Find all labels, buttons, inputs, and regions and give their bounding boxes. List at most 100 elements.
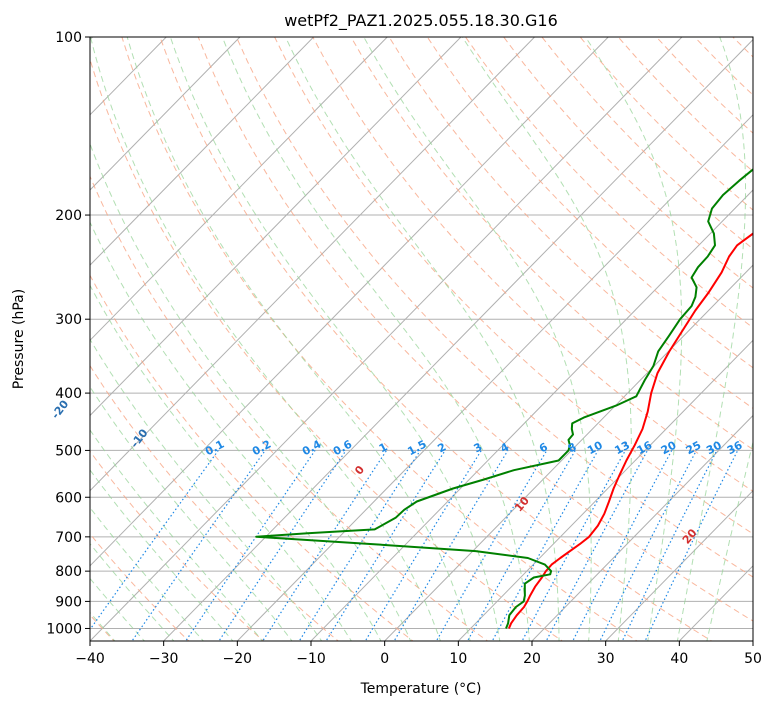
y-tick-label: 800 [55, 564, 82, 580]
moist-adiabat-line [169, 37, 501, 641]
isotherm-line [531, 414, 753, 641]
moist-adiabat-line [285, 37, 560, 641]
x-tick-label: 30 [597, 651, 615, 667]
x-axis: −40 −30 −20 −10 0 10 20 30 40 50 [75, 641, 762, 667]
profile-series [255, 168, 753, 629]
moist-adiabat-line [90, 142, 412, 641]
isotherm-line [90, 37, 683, 641]
mixing-ratio-line [325, 450, 446, 641]
mixing-ratio-line [218, 450, 347, 641]
moist-adiabat-line [90, 221, 382, 641]
moist-adiabat-line [90, 284, 352, 641]
isotherm-line [90, 37, 314, 266]
dry-adiabat-line [503, 37, 753, 289]
moist-adiabat-line [90, 338, 323, 641]
x-tick-label: 0 [380, 651, 389, 667]
x-tick-label: −10 [296, 651, 326, 667]
mixing-ratio-label: 0.4 [300, 437, 324, 458]
moist-adiabat-line [90, 385, 293, 641]
y-tick-label: 600 [55, 490, 82, 506]
dry-adiabat-line [617, 37, 753, 173]
mixing-ratio-line [491, 450, 599, 641]
isotherm-line [310, 189, 753, 641]
mixing-ratio-label: 20 [659, 438, 679, 457]
moist-adiabat-line [584, 37, 683, 641]
moist-adiabat-line [706, 440, 753, 641]
dry-adiabat-line [90, 57, 564, 641]
mixing-ratio-label: 36 [725, 438, 745, 457]
mixing-ratio-line [90, 450, 219, 631]
x-tick-label: 10 [449, 651, 467, 667]
isotherm-line [90, 37, 609, 567]
mixing-ratio-label: 25 [684, 439, 704, 458]
mixing-ratio-line [435, 450, 548, 641]
mixing-ratio-label: 0.2 [250, 438, 273, 459]
y-axis: 100 200 300 400 500 600 700 800 900 1000 [46, 30, 90, 637]
y-tick-label: 700 [55, 530, 82, 546]
dry-adiabat-line [312, 37, 753, 492]
mixing-ratio-label: 6 [537, 440, 550, 455]
x-tick-label: 40 [670, 651, 688, 667]
x-tick-label: 20 [523, 651, 541, 667]
mixing-ratio-label: 0.6 [331, 437, 355, 458]
dry-adiabat-line [121, 37, 638, 641]
dry-adiabat-line [90, 450, 265, 641]
overlay-labels: 0.10.20.40.611.52346810131620253036-100-… [49, 397, 745, 546]
isotherm-line [236, 114, 753, 641]
dry-adiabat-line [90, 364, 339, 641]
y-tick-label: 500 [55, 443, 82, 459]
dry-adiabat-line [274, 37, 753, 535]
dry-adiabat-line [197, 37, 753, 622]
y-tick-label: 1000 [46, 621, 82, 637]
dry-adiabat-line [732, 37, 753, 58]
isotherm-line [163, 38, 753, 641]
isotherm-line [90, 37, 241, 191]
moist-adiabat-line [221, 37, 530, 641]
y-tick-label: 400 [55, 386, 82, 402]
moist-adiabat-line [90, 37, 441, 641]
x-tick-label: −30 [149, 651, 179, 667]
dry-adiabat-line [350, 37, 753, 451]
background-grid [90, 37, 753, 641]
moist-adiabat-line [461, 37, 632, 641]
mixing-ratio-label: 30 [704, 438, 724, 457]
isotherm-line [752, 640, 753, 641]
mixing-ratio-label: 0.1 [203, 438, 226, 459]
dry-adiabat-line [159, 37, 713, 641]
isotherm-line [384, 264, 753, 641]
moist-adiabat-line [363, 37, 592, 641]
mixing-ratio-line [131, 450, 266, 641]
moist-adiabat-line [90, 469, 234, 641]
x-axis-label: Temperature (°C) [360, 681, 482, 697]
dry-adiabat-line [388, 37, 753, 410]
isotherm-line [605, 489, 753, 641]
moist-adiabat-line [676, 37, 746, 641]
mixing-ratio-line [298, 450, 421, 641]
mixing-ratio-line [599, 450, 697, 641]
dry-adiabat-line [90, 274, 414, 641]
mixing-ratio-line [572, 450, 673, 641]
y-tick-label: 900 [55, 594, 82, 610]
dewpoint-profile-line [255, 168, 753, 629]
dry-adiabat-line [771, 37, 775, 643]
x-tick-label: −20 [223, 651, 253, 667]
mixing-ratio-label: 3 [472, 440, 485, 455]
mixing-ratio-label: 13 [612, 439, 632, 458]
dry-adiabat-line [656, 37, 753, 134]
dry-adiabat-line [465, 37, 753, 329]
mixing-ratio-label: 1.5 [405, 438, 428, 459]
thermo-overlays [90, 37, 775, 643]
mixing-ratio-line [644, 450, 739, 641]
mixing-ratio-line [262, 450, 388, 641]
moist-adiabat-label: 20 [680, 526, 700, 546]
x-tick-label: 50 [744, 651, 762, 667]
isotherm-line [457, 339, 753, 641]
mixing-ratio-line [545, 450, 649, 641]
dry-adiabat-line [90, 533, 190, 641]
mixing-ratio-line [393, 450, 509, 641]
mixing-ratio-line [521, 450, 626, 641]
moist-adiabat-line [126, 37, 471, 641]
dry-adiabat-line [90, 175, 489, 641]
plot-frame [89, 36, 754, 642]
